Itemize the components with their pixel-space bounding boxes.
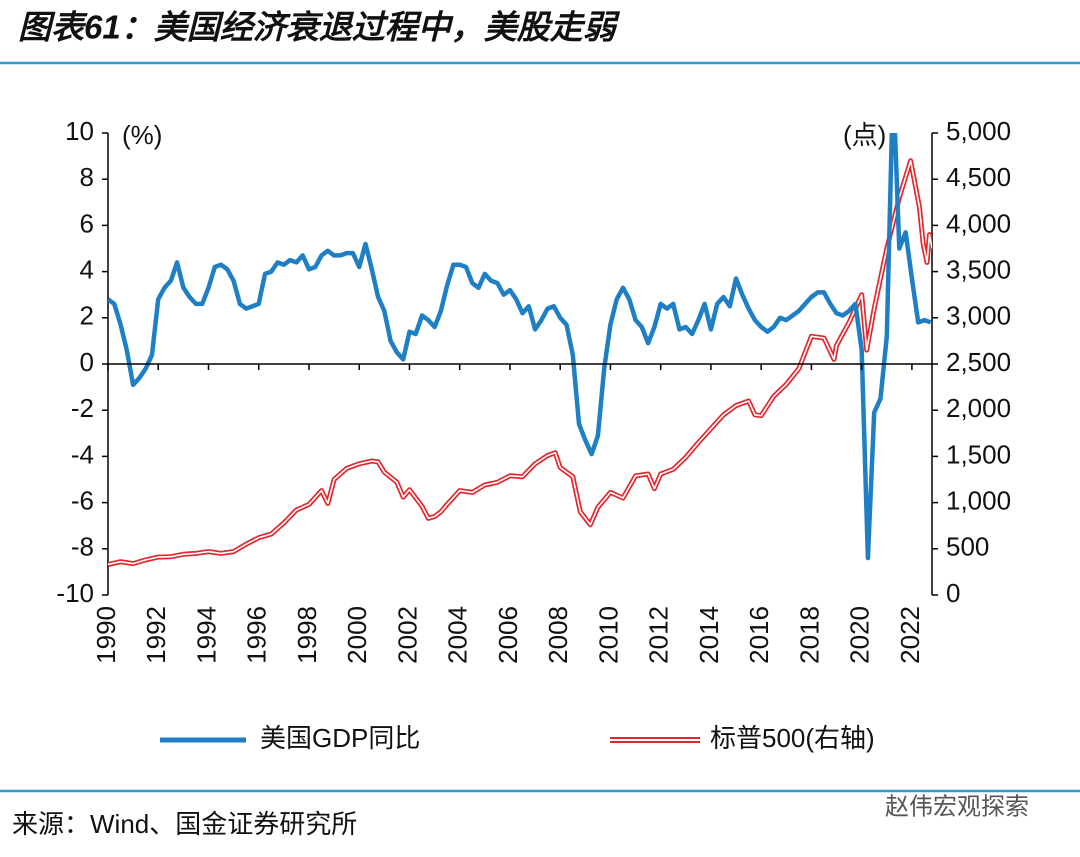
y-tick-label: -8	[71, 532, 94, 562]
y2-tick-label: 4,500	[946, 162, 1011, 192]
x-tick-label: 2008	[543, 606, 573, 664]
y-tick-label: 2	[80, 301, 94, 331]
y2-tick-label: 4,000	[946, 208, 1011, 238]
line	[108, 158, 932, 567]
y2-tick-label: 5,000	[946, 116, 1011, 146]
x-tick-label: 2022	[895, 606, 925, 664]
y-tick-label: 10	[65, 116, 94, 146]
y-unit: (%)	[122, 120, 162, 150]
x-tick-label: 2000	[342, 606, 372, 664]
y-tick-label: -6	[71, 485, 94, 515]
line	[108, 133, 932, 561]
x-tick-label: 2018	[794, 606, 824, 664]
y2-tick-label: 2,500	[946, 347, 1011, 377]
chart-title: 图表61：美国经济衰退过程中，美股走弱	[18, 9, 621, 46]
y-tick-label: -2	[71, 393, 94, 423]
x-tick-label: 2020	[845, 606, 875, 664]
y-tick-label: -10	[56, 578, 94, 608]
y2-tick-label: 1,500	[946, 439, 1011, 469]
line-inner	[108, 159, 932, 566]
y2-tick-label: 500	[946, 532, 989, 562]
y-tick-label: 6	[80, 208, 94, 238]
x-tick-label: 2016	[744, 606, 774, 664]
legend-label: 标普500(右轴)	[710, 723, 875, 753]
x-tick-label: 1990	[91, 606, 121, 664]
y-tick-label: 8	[80, 162, 94, 192]
legend-label: 美国GDP同比	[260, 723, 420, 753]
x-tick-label: 2006	[493, 606, 523, 664]
y-tick-label: 4	[80, 254, 94, 284]
y2-tick-label: 2,000	[946, 393, 1011, 423]
y2-unit: (点)	[843, 120, 886, 150]
x-tick-label: 1998	[292, 606, 322, 664]
y2-tick-label: 3,000	[946, 301, 1011, 331]
x-tick-label: 2014	[694, 606, 724, 664]
x-tick-label: 2010	[593, 606, 623, 664]
source: 来源：Wind、国金证券研究所	[12, 809, 357, 839]
y-tick-label: 0	[80, 347, 94, 377]
y2-tick-label: 0	[946, 578, 960, 608]
x-tick-label: 2004	[443, 606, 473, 664]
watermark: 赵伟宏观探索	[885, 793, 1029, 820]
x-tick-label: 2002	[392, 606, 422, 664]
x-tick-label: 1992	[141, 606, 171, 664]
x-tick-label: 2012	[644, 606, 674, 664]
x-tick-label: 1996	[242, 606, 272, 664]
plot-area	[108, 133, 932, 567]
y2-tick-label: 1,000	[946, 485, 1011, 515]
y2-tick-label: 3,500	[946, 254, 1011, 284]
y-tick-label: -4	[71, 439, 94, 469]
x-tick-label: 1994	[191, 606, 221, 664]
